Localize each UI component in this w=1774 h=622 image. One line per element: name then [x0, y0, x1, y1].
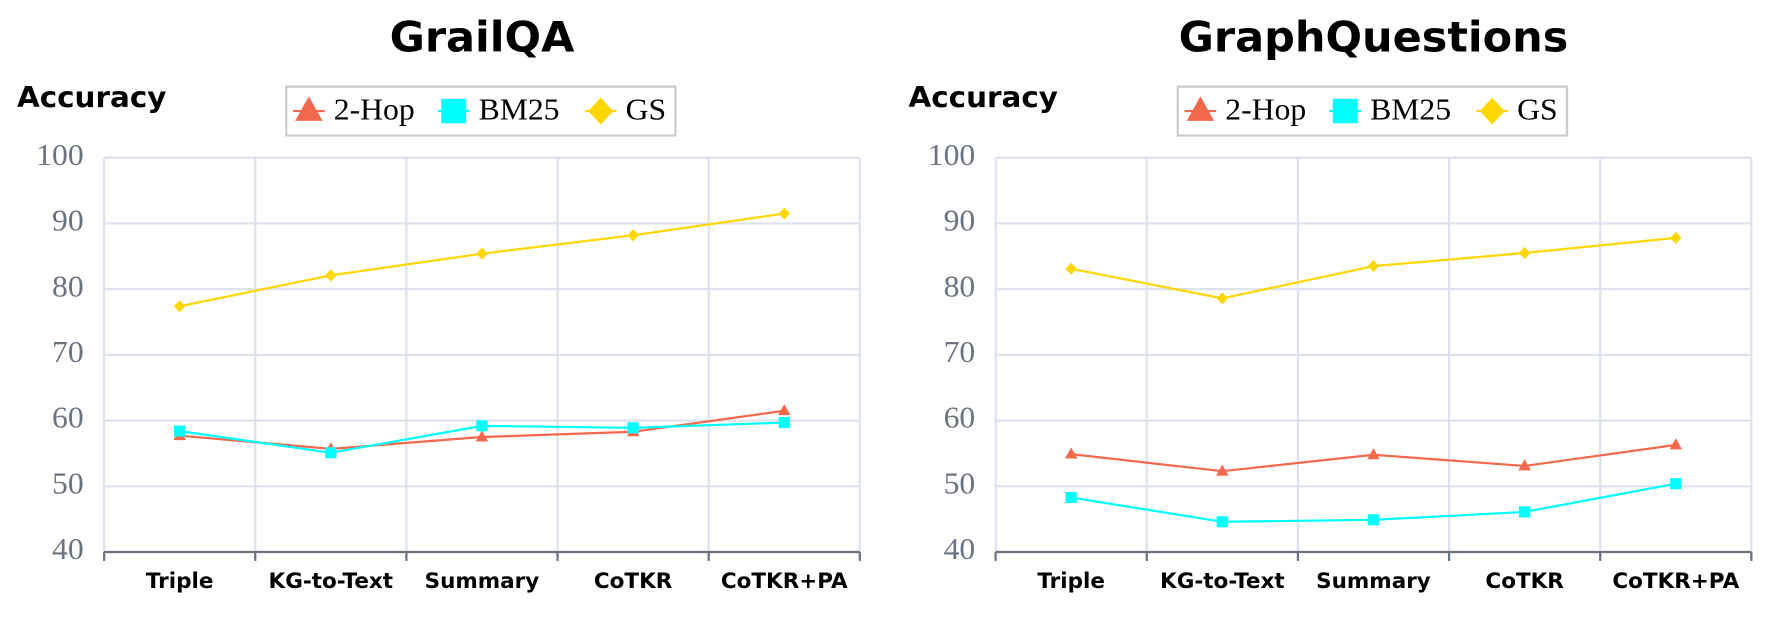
y-tick-label: 80 [52, 269, 84, 304]
y-tick-label: 50 [944, 466, 976, 501]
marker [476, 247, 488, 260]
y-tick-label: 90 [52, 203, 84, 238]
marker [325, 269, 337, 282]
marker [1332, 98, 1358, 124]
y-tick-label: 100 [928, 137, 975, 172]
x-tick-label: Triple [1037, 569, 1105, 594]
marker [1367, 260, 1380, 273]
y-axis-label: Accuracy [908, 80, 1057, 114]
marker [778, 404, 791, 416]
y-tick-label: 100 [36, 137, 83, 172]
series-line [179, 212, 785, 308]
marker [1518, 506, 1531, 518]
marker [1367, 514, 1380, 526]
y-tick-label: 40 [944, 531, 976, 566]
marker [1670, 478, 1682, 490]
y-axis-label: Accuracy [17, 80, 166, 114]
marker [1186, 96, 1215, 121]
marker [295, 96, 323, 121]
chart-title: GrailQA [390, 13, 575, 63]
legend-label: 2-Hop [334, 92, 415, 127]
marker [1216, 516, 1228, 528]
y-tick-label: 90 [944, 203, 976, 238]
x-tick-label: Summary [425, 569, 540, 594]
marker [325, 447, 337, 459]
marker [1367, 448, 1380, 460]
x-tick-label: KG-to-Text [1160, 569, 1285, 594]
marker [1065, 491, 1077, 504]
marker [588, 97, 614, 125]
marker [1670, 231, 1682, 245]
marker [627, 422, 639, 434]
y-tick-label: 60 [944, 400, 976, 435]
marker [1518, 246, 1531, 260]
y-tick-label: 60 [52, 400, 84, 435]
marker [1216, 292, 1228, 305]
marker [1669, 438, 1683, 450]
x-tick-label: CoTKR [1485, 569, 1563, 594]
marker [1216, 464, 1229, 476]
x-tick-label: Triple [146, 569, 214, 594]
legend-label: BM25 [1370, 92, 1451, 127]
legend-label: 2-Hop [1225, 92, 1306, 127]
x-tick-label: CoTKR+PA [721, 569, 848, 594]
marker [1518, 459, 1531, 471]
x-tick-label: CoTKR [594, 569, 672, 594]
marker [1479, 97, 1505, 125]
x-tick-label: KG-to-Text [269, 569, 394, 594]
y-tick-label: 70 [944, 334, 976, 369]
y-tick-label: 50 [52, 466, 84, 501]
legend-label: BM25 [479, 92, 560, 127]
marker [476, 420, 488, 432]
y-tick-label: 80 [944, 269, 976, 304]
legend-label: GS [626, 92, 666, 127]
marker [174, 300, 186, 313]
marker [441, 98, 467, 124]
legend-label: GS [1517, 92, 1557, 127]
x-tick-label: CoTKR+PA [1612, 569, 1739, 594]
chart-title: GraphQuestions [1179, 13, 1569, 63]
x-tick-label: Summary [1316, 569, 1431, 594]
marker [627, 229, 639, 242]
marker [1064, 447, 1078, 459]
marker [174, 425, 186, 437]
marker [1065, 262, 1077, 275]
marker [475, 430, 489, 442]
marker [778, 207, 790, 220]
y-tick-label: 40 [52, 531, 84, 566]
marker [778, 417, 790, 429]
y-tick-label: 70 [52, 334, 84, 369]
